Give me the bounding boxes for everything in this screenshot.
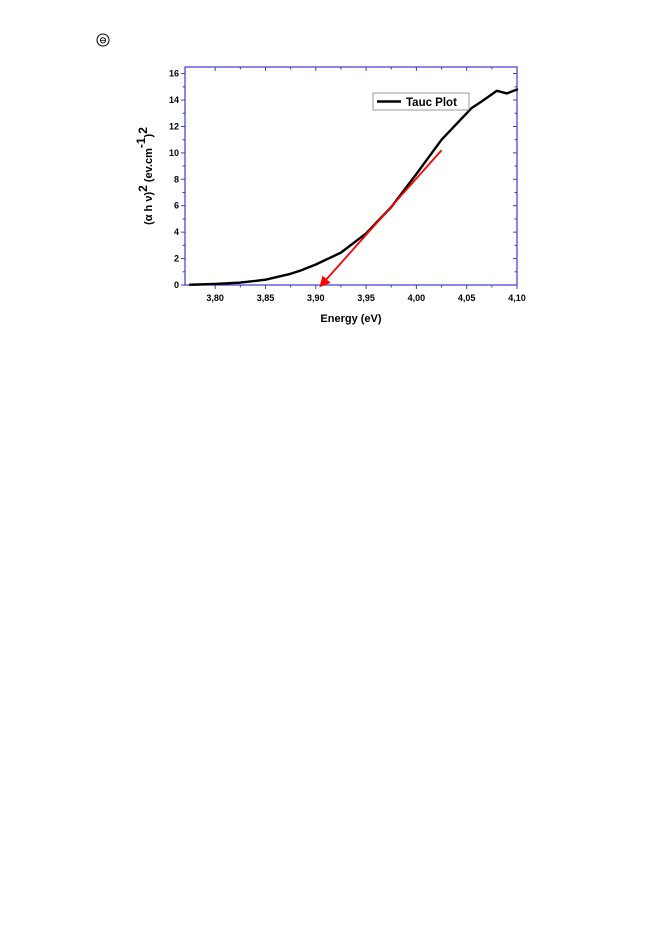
tauc-plot-series-line bbox=[188, 88, 519, 286]
plot-frame bbox=[184, 66, 518, 286]
y-axis-title-prefix: (α h ν) bbox=[143, 192, 155, 225]
y-axis-title-unit: (ev.cm bbox=[143, 148, 155, 185]
x-tick-label: 3,90 bbox=[307, 293, 325, 303]
y-axis-title: (α h ν)2 (ev.cm-1)2 bbox=[134, 127, 155, 225]
y-tick-label: 2 bbox=[174, 254, 179, 264]
x-tick-label: 4,10 bbox=[508, 293, 526, 303]
x-tick-label: 3,95 bbox=[357, 293, 375, 303]
legend-label: Tauc Plot bbox=[406, 97, 457, 109]
x-tick-label: 3,85 bbox=[257, 293, 275, 303]
x-axis-ticks: 3,80 3,85 3,90 3,95 4,00 4,05 4,10 bbox=[206, 67, 526, 303]
tauc-plot-chart: 3,80 3,85 3,90 3,95 4,00 4,05 4,10 0 2 4 6 8 10 12 14… bbox=[134, 66, 526, 325]
y-axis-title-exponent-3: 2 bbox=[136, 127, 150, 134]
x-tick-label: 4,00 bbox=[408, 293, 426, 303]
y-tick-label: 14 bbox=[169, 95, 179, 105]
legend-box bbox=[372, 92, 470, 111]
x-axis-title: Energy (eV) bbox=[320, 313, 381, 325]
y-tick-label: 8 bbox=[174, 174, 179, 184]
y-tick-label: 6 bbox=[174, 201, 179, 211]
y-axis-ticks: 0 2 4 6 8 10 12 14 16 bbox=[169, 69, 517, 290]
y-tick-label: 10 bbox=[169, 148, 179, 158]
y-tick-label: 0 bbox=[174, 280, 179, 290]
x-tick-label: 4,05 bbox=[458, 293, 476, 303]
y-axis-title-exponent-1: 2 bbox=[136, 185, 150, 192]
y-axis-title-exponent-2: -1 bbox=[134, 137, 148, 148]
circled-symbol-icon bbox=[96, 33, 110, 47]
x-tick-label: 3,80 bbox=[206, 293, 224, 303]
y-tick-label: 16 bbox=[169, 69, 179, 79]
legend: Tauc Plot bbox=[372, 92, 470, 111]
linear-extrapolation-arrow bbox=[319, 149, 443, 288]
y-tick-label: 4 bbox=[174, 227, 179, 237]
y-tick-label: 12 bbox=[169, 121, 179, 131]
y-axis-title-close: ) bbox=[143, 133, 155, 137]
